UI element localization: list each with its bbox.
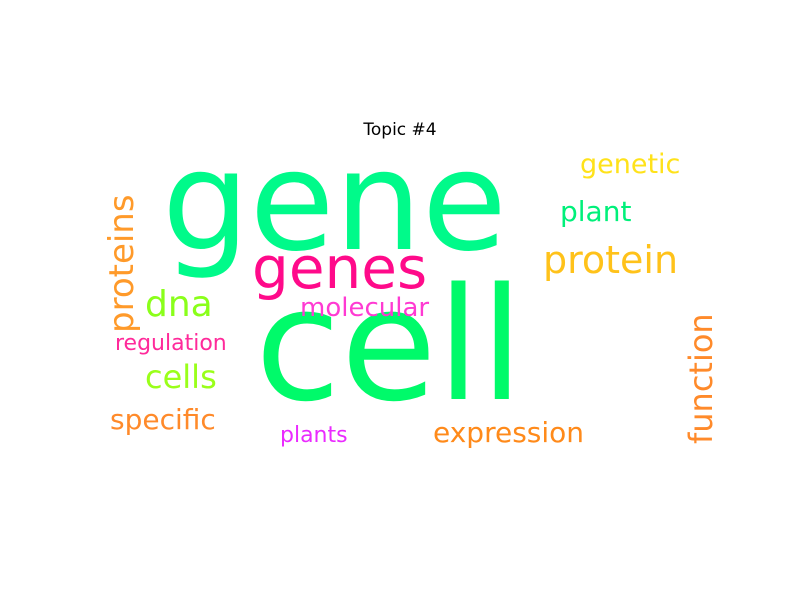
figure-title: Topic #4	[363, 120, 437, 140]
word-dna: dna	[145, 284, 213, 325]
word-genetic: genetic	[580, 149, 681, 180]
word-proteins: proteins	[102, 194, 142, 333]
word-plants: plants	[280, 423, 348, 448]
word-function: function	[682, 313, 720, 444]
word-specific: specific	[110, 403, 216, 436]
word-expression: expression	[433, 416, 585, 449]
word-gene: gene	[162, 121, 507, 282]
word-regulation: regulation	[115, 331, 227, 356]
word-cloud: gene cell genes protein proteins genetic…	[100, 133, 720, 459]
word-cells: cells	[145, 358, 217, 396]
word-protein: protein	[543, 238, 679, 282]
word-plant: plant	[560, 195, 632, 228]
word-genes: genes	[252, 234, 428, 302]
word-cell: cell	[255, 254, 524, 436]
word-molecular: molecular	[300, 293, 430, 323]
